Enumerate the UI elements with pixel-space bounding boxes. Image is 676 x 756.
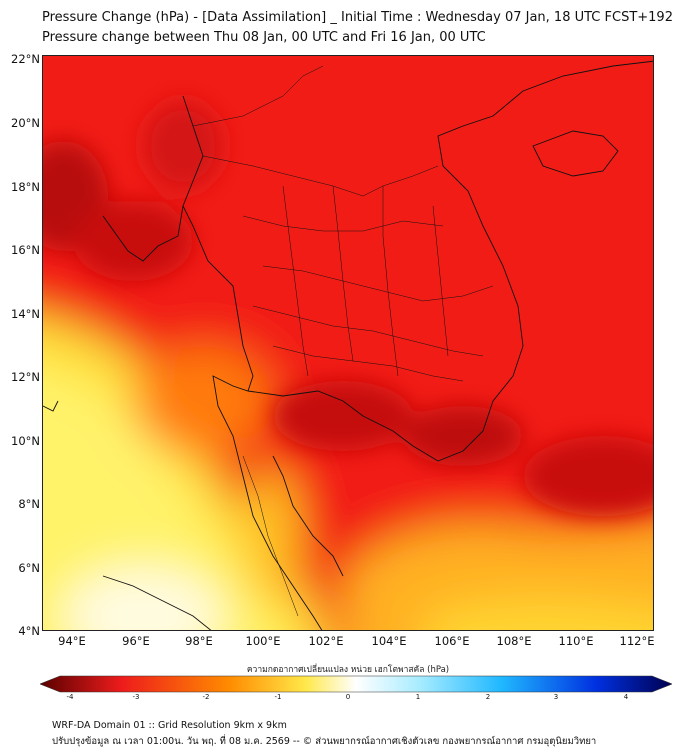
lat-label: 22°N (11, 52, 40, 66)
lat-label: 6°N (18, 561, 40, 575)
lon-label: 106°E (434, 634, 470, 648)
pressure-change-map (42, 55, 654, 631)
lat-label: 8°N (18, 497, 40, 511)
footer-model-info: WRF-DA Domain 01 :: Grid Resolution 9km … (52, 720, 287, 731)
lat-label: 10°N (11, 434, 40, 448)
colorbar-tick: 0 (345, 693, 351, 701)
lon-label: 110°E (558, 634, 594, 648)
lat-label: 20°N (11, 116, 40, 130)
colorbar-tick: 4 (623, 693, 629, 701)
lon-label: 108°E (496, 634, 532, 648)
lon-label: 100°E (245, 634, 281, 648)
pressure-minima (43, 101, 653, 516)
footer-credit: ปรับปรุงข้อมูล ณ เวลา 01:00น. วัน พฤ. ที… (52, 736, 597, 747)
colorbar-tick: -4 (66, 693, 74, 701)
colorbar-tick: -2 (202, 693, 210, 701)
lat-label: 12°N (11, 370, 40, 384)
map-canvas (43, 56, 653, 630)
lat-label: 4°N (18, 624, 40, 638)
lon-label: 104°E (371, 634, 407, 648)
coastlines (43, 60, 653, 630)
lon-label: 96°E (122, 634, 150, 648)
colorbar-tick: 3 (553, 693, 559, 701)
colorbar-tick: 2 (485, 693, 491, 701)
pressure-field (43, 56, 653, 630)
colorbar (40, 675, 672, 693)
colorbar-tick: -1 (274, 693, 282, 701)
colorbar-bar (40, 675, 672, 693)
lon-label: 98°E (185, 634, 213, 648)
lat-label: 18°N (11, 180, 40, 194)
lon-label: 94°E (58, 634, 86, 648)
colorbar-tick: -3 (132, 693, 140, 701)
colorbar-tick: 1 (415, 693, 421, 701)
map-title: Pressure Change (hPa) - [Data Assimilati… (42, 10, 673, 25)
lat-label: 14°N (11, 307, 40, 321)
lon-label: 112°E (619, 634, 655, 648)
map-subtitle: Pressure change between Thu 08 Jan, 00 U… (42, 30, 486, 45)
lon-label: 102°E (308, 634, 344, 648)
lat-label: 16°N (11, 243, 40, 257)
colorbar-title: ความกดอากาศเปลี่ยนแปลง หน่วย เฮกโตพาสคัล… (246, 665, 450, 675)
province-borders (192, 65, 494, 617)
